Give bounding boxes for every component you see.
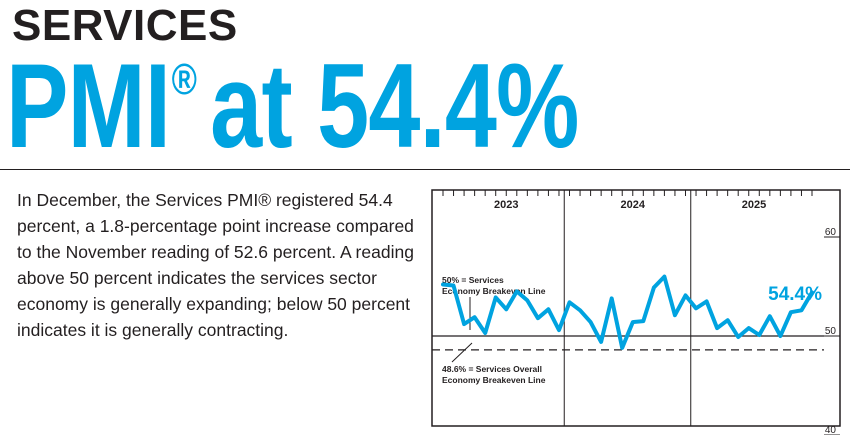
data-point <box>451 283 456 288</box>
data-point <box>768 314 772 318</box>
month-ticks <box>442 190 813 196</box>
kicker-title: SERVICES <box>12 1 238 50</box>
data-point <box>610 296 614 300</box>
data-point <box>631 320 635 324</box>
data-point <box>441 282 445 287</box>
data-point <box>515 289 519 294</box>
pointer-48-6 <box>451 342 473 363</box>
year-label: 2025 <box>742 199 766 211</box>
data-point <box>694 306 698 310</box>
chart-frame <box>431 189 841 427</box>
data-point <box>683 293 688 298</box>
data-point <box>673 313 677 317</box>
data-point <box>778 334 782 338</box>
divider <box>0 169 850 170</box>
data-point <box>715 326 719 330</box>
registered-mark: ® <box>171 55 197 104</box>
data-point <box>536 316 540 320</box>
year-dividers <box>563 190 692 426</box>
data-point <box>662 275 667 279</box>
body-paragraph: In December, the Services PMI® registere… <box>17 190 414 340</box>
data-point <box>641 319 645 323</box>
year-labels: 2023 2024 2025 <box>494 199 766 211</box>
data-point <box>736 335 740 339</box>
data-point <box>599 340 603 344</box>
data-point <box>462 322 466 326</box>
end-value-label: 54.4% <box>768 284 822 305</box>
data-point <box>789 310 793 314</box>
data-point <box>799 308 804 312</box>
y-tick-label: 60 <box>825 227 837 238</box>
data-point <box>704 299 709 303</box>
y-tick-label: 40 <box>825 425 837 435</box>
headline-value: at 54.4% <box>210 39 579 173</box>
label-breakeven-50: 50% = Services Economy Breakeven Line <box>442 275 546 296</box>
year-label: 2024 <box>621 199 646 211</box>
series-group <box>441 274 814 350</box>
headline: PMI® at 54.4% <box>6 46 579 166</box>
data-point <box>747 326 751 330</box>
data-point <box>620 346 624 350</box>
data-point <box>483 331 487 335</box>
data-point <box>504 307 508 311</box>
data-point <box>810 290 814 295</box>
series-line-services-pmi <box>441 274 814 350</box>
y-tick-label: 50 <box>825 326 837 337</box>
data-point <box>652 285 656 290</box>
data-point <box>546 307 551 311</box>
data-point <box>726 318 730 322</box>
data-point <box>578 308 582 312</box>
data-point <box>525 298 529 302</box>
label-breakeven-48-6: 48.6% = Services Overall Economy Breakeve… <box>442 364 546 385</box>
data-point <box>567 300 572 304</box>
headline-pmi: PMI <box>6 39 171 173</box>
y-axis: 40 50 60 <box>824 227 840 435</box>
data-point <box>473 315 477 319</box>
data-point <box>589 320 593 324</box>
data-point <box>757 333 761 337</box>
end-label-group: 54.4% <box>768 284 822 305</box>
data-point <box>557 328 561 332</box>
year-label: 2023 <box>494 199 518 211</box>
data-point <box>494 295 498 299</box>
